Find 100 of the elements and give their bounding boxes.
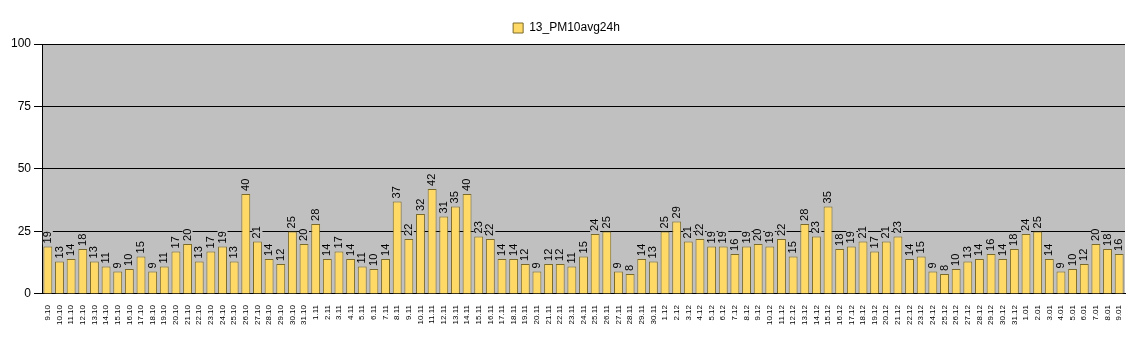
x-tick-label: 27.11 xyxy=(613,304,623,325)
data-label: 19 xyxy=(40,231,53,244)
data-label: 13 xyxy=(52,246,65,259)
x-tick-label: 24.12 xyxy=(928,304,938,326)
data-label: 17 xyxy=(332,236,344,249)
x-tick-label: 14.11 xyxy=(462,304,472,325)
y-tick-label: 75 xyxy=(17,98,32,113)
x-tick-label: 8.11 xyxy=(392,304,402,320)
data-label: 12 xyxy=(541,248,554,261)
data-label: 17 xyxy=(203,236,216,249)
x-tick-label: 22.10 xyxy=(194,304,204,326)
x-tick-label: 13.10 xyxy=(89,304,99,326)
data-label: 25 xyxy=(285,216,298,229)
x-tick-label: 15.11 xyxy=(473,304,483,325)
x-tick-label: 19.12 xyxy=(869,304,879,326)
data-label: 18 xyxy=(832,233,845,246)
data-label: 14 xyxy=(64,243,77,256)
x-tick-label: 9.01 xyxy=(1114,304,1124,321)
data-label: 22 xyxy=(774,223,787,236)
data-label: 35 xyxy=(821,191,834,204)
data-label: 14 xyxy=(634,243,647,256)
data-label: 40 xyxy=(238,178,251,191)
x-tick-label: 6.12 xyxy=(718,304,728,321)
x-tick-label: 18.10 xyxy=(147,304,157,326)
x-tick-label: 8.12 xyxy=(741,304,751,321)
data-label: 9 xyxy=(1053,262,1066,269)
x-tick-label: 2.12 xyxy=(671,304,681,321)
x-tick-label: 18.12 xyxy=(858,304,868,326)
data-label: 37 xyxy=(390,186,403,199)
x-tick-label: 13.11 xyxy=(450,304,460,325)
data-label: 18 xyxy=(1100,233,1113,246)
data-label: 16 xyxy=(727,238,740,251)
x-tick-label: 11.10 xyxy=(66,304,76,325)
data-label: 19 xyxy=(716,231,729,244)
data-label: 10 xyxy=(949,253,962,266)
x-tick-label: 10.12 xyxy=(765,304,775,326)
x-tick-label: 19.11 xyxy=(520,304,530,325)
data-label: 16 xyxy=(1112,238,1125,251)
data-label: 20 xyxy=(180,228,193,241)
x-tick-label: 16.11 xyxy=(485,304,495,325)
data-label: 23 xyxy=(809,221,822,234)
data-label: 19 xyxy=(704,231,717,244)
x-tick-label: 28.12 xyxy=(974,304,984,326)
data-label: 15 xyxy=(914,241,927,254)
x-tick-label: 6.01 xyxy=(1079,304,1089,321)
data-label: 23 xyxy=(890,221,903,234)
data-label: 13 xyxy=(227,246,240,259)
x-tick-label: 19.10 xyxy=(159,304,169,326)
x-tick-label: 2.01 xyxy=(1032,304,1042,321)
x-tick-label: 20.11 xyxy=(532,304,542,325)
x-tick-label: 15.12 xyxy=(823,304,833,326)
x-tick-label: 29.10 xyxy=(275,304,285,326)
data-label: 12 xyxy=(518,248,531,261)
data-label: 12 xyxy=(273,248,286,261)
data-label: 14 xyxy=(972,243,985,256)
x-tick-label: 6.11 xyxy=(369,304,379,320)
x-tick-label: 16.10 xyxy=(124,304,134,326)
data-label: 14 xyxy=(902,243,915,256)
x-tick-label: 20.10 xyxy=(171,304,181,326)
data-label: 12 xyxy=(553,248,566,261)
data-label: 19 xyxy=(762,231,775,244)
x-tick-label: 26.11 xyxy=(602,304,611,325)
x-tick-label: 9.12 xyxy=(753,304,763,321)
data-label: 19 xyxy=(215,231,228,244)
x-tick-label: 30.12 xyxy=(997,304,1007,326)
x-tick-label: 10.11 xyxy=(415,304,425,325)
data-label: 14 xyxy=(378,243,391,256)
data-label: 15 xyxy=(786,241,799,254)
x-tick-label: 30.11 xyxy=(648,304,658,325)
x-tick-label: 31.12 xyxy=(1009,304,1019,326)
x-tick-label: 5.01 xyxy=(1067,304,1077,321)
x-tick-label: 14.12 xyxy=(811,304,821,326)
y-tick-label: 0 xyxy=(24,286,32,301)
x-tick-label: 21.11 xyxy=(543,304,553,325)
data-label: 17 xyxy=(867,236,880,249)
data-label: 14 xyxy=(1042,243,1055,256)
data-label: 35 xyxy=(448,191,461,204)
data-label: 13 xyxy=(192,246,205,259)
data-label: 13 xyxy=(960,246,973,259)
x-tick-label: 25.12 xyxy=(939,304,949,326)
x-tick-label: 23.12 xyxy=(916,304,926,326)
data-label: 11 xyxy=(99,252,112,264)
data-label: 8 xyxy=(623,264,636,271)
data-label: 40 xyxy=(460,178,473,191)
x-tick-label: 12.10 xyxy=(77,304,87,326)
data-label: 11 xyxy=(564,252,577,264)
x-tick-label: 2.11 xyxy=(322,304,332,320)
x-tick-label: 29.12 xyxy=(986,304,996,326)
data-label: 10 xyxy=(366,253,379,266)
x-tick-label: 11.12 xyxy=(776,304,786,325)
x-tick-label: 3.11 xyxy=(334,304,344,320)
data-label: 9 xyxy=(529,262,542,269)
x-tick-label: 31.10 xyxy=(299,304,309,326)
x-tick-label: 11.11 xyxy=(427,304,437,324)
data-label: 18 xyxy=(1007,233,1020,246)
data-label: 21 xyxy=(856,226,869,239)
data-label: 42 xyxy=(425,173,438,186)
data-label: 22 xyxy=(401,223,414,236)
x-tick-label: 4.01 xyxy=(1056,304,1066,321)
x-tick-label: 27.12 xyxy=(963,304,972,326)
